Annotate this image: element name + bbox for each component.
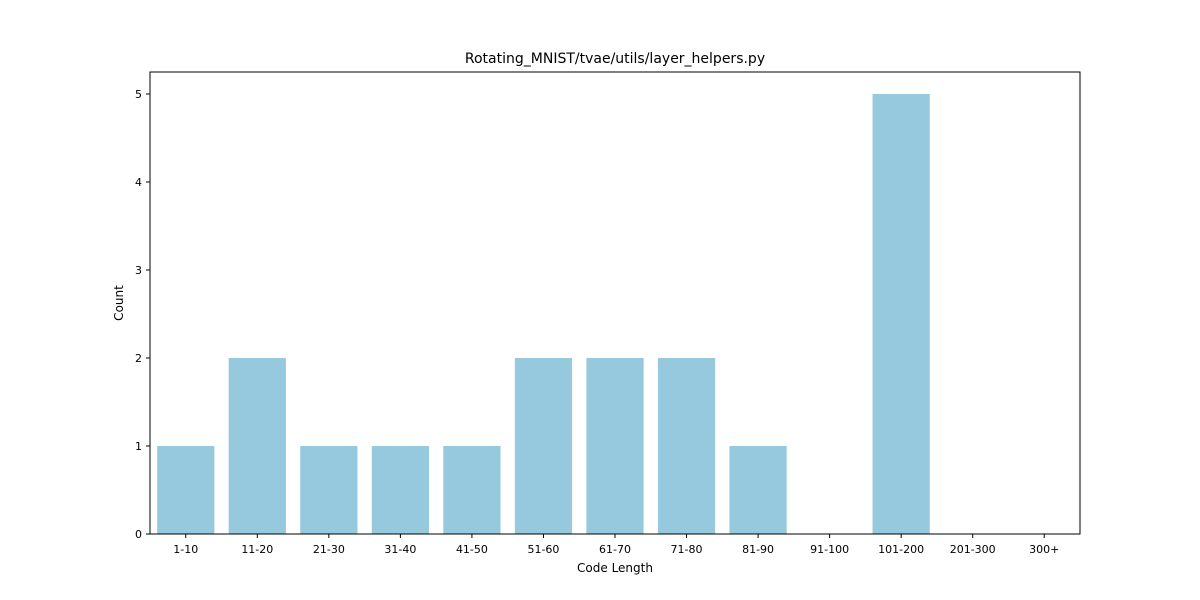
y-tick-label: 4 xyxy=(135,176,142,189)
x-tick-label: 51-60 xyxy=(527,543,559,556)
x-tick-label: 21-30 xyxy=(313,543,345,556)
x-tick-label: 91-100 xyxy=(810,543,849,556)
x-tick-label: 31-40 xyxy=(384,543,416,556)
bar-101-200 xyxy=(873,94,930,534)
y-tick-label: 5 xyxy=(135,88,142,101)
x-tick-label: 1-10 xyxy=(173,543,198,556)
x-tick-label: 61-70 xyxy=(599,543,631,556)
bar-21-30 xyxy=(300,446,357,534)
x-axis-ticks: 1-10 11-20 21-30 31-40 41-50 51-60 61-70 71-80 8… xyxy=(173,534,1059,556)
y-tick-label: 0 xyxy=(135,528,142,541)
bar-81-90 xyxy=(729,446,786,534)
bar-71-80 xyxy=(658,358,715,534)
bar-11-20 xyxy=(229,358,286,534)
bar-31-40 xyxy=(372,446,429,534)
x-tick-label: 41-50 xyxy=(456,543,488,556)
y-tick-label: 2 xyxy=(135,352,142,365)
bar-51-60 xyxy=(515,358,572,534)
y-axis-label: Count xyxy=(112,285,126,321)
y-tick-label: 3 xyxy=(135,264,142,277)
bar-61-70 xyxy=(586,358,643,534)
x-axis-label: Code Length xyxy=(577,561,653,575)
x-tick-label: 101-200 xyxy=(878,543,924,556)
bar-41-50 xyxy=(443,446,500,534)
x-tick-label: 201-300 xyxy=(950,543,996,556)
y-axis-ticks: 0 1 2 3 4 5 xyxy=(135,88,150,541)
x-tick-label: 300+ xyxy=(1029,543,1059,556)
bars-group xyxy=(157,94,930,534)
chart-title: Rotating_MNIST/tvae/utils/layer_helpers.… xyxy=(465,51,765,67)
x-tick-label: 11-20 xyxy=(241,543,273,556)
bar-1-10 xyxy=(157,446,214,534)
x-tick-label: 81-90 xyxy=(742,543,774,556)
x-tick-label: 71-80 xyxy=(671,543,703,556)
y-tick-label: 1 xyxy=(135,440,142,453)
